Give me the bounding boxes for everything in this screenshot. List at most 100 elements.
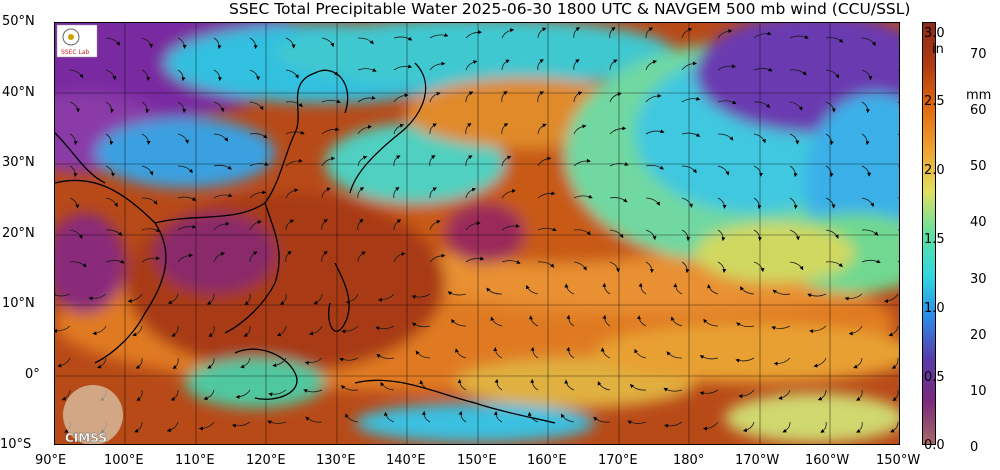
wind-arrow	[501, 188, 516, 199]
wind-arrow	[809, 325, 827, 334]
wind-arrow	[166, 421, 179, 432]
wind-arrow	[105, 229, 123, 237]
wind-arrow	[753, 133, 766, 144]
wind-arrow	[88, 293, 107, 301]
wind-arrow	[573, 229, 591, 236]
wind-arrow	[593, 416, 611, 423]
lon-label: 140°E	[386, 453, 426, 468]
wind-arrow	[127, 293, 143, 303]
wind-arrow	[421, 410, 431, 423]
wind-arrow	[789, 133, 800, 145]
wind-arrow	[249, 220, 262, 231]
lat-label: 10°S	[0, 437, 32, 452]
wind-arrow	[429, 155, 436, 167]
wind-arrow	[240, 357, 251, 369]
wind-arrow	[321, 37, 335, 48]
colorbar-in-tick: 0.5	[924, 370, 945, 385]
wind-arrow	[268, 389, 287, 397]
wind-arrow	[167, 293, 179, 305]
wind-arrow	[609, 261, 620, 273]
wind-arrow	[105, 37, 120, 46]
colorbar	[922, 22, 936, 445]
wind-arrow	[699, 355, 719, 360]
wind-arrow	[525, 284, 539, 295]
wind-arrow	[170, 389, 179, 401]
wind-arrow	[105, 259, 125, 264]
wind-arrow	[172, 357, 179, 369]
wind-arrow	[135, 357, 143, 369]
wind-arrow	[861, 197, 875, 208]
wind-arrow	[465, 123, 472, 135]
wind-arrow	[645, 27, 654, 39]
wind-arrow	[573, 194, 593, 199]
wind-arrow	[321, 99, 341, 103]
colorbar-in-tick: 2.0	[924, 163, 945, 178]
wind-arrow	[890, 421, 899, 433]
lon-label: 180°	[673, 453, 705, 468]
wind-arrow	[537, 27, 547, 39]
wind-arrow	[645, 197, 660, 206]
lon-label: 130°E	[316, 453, 356, 468]
lat-label: 10°N	[2, 296, 35, 311]
wind-arrow	[97, 357, 107, 369]
ssec-logo: SSEC Lab	[56, 24, 98, 58]
wind-arrow	[753, 165, 764, 177]
wind-arrow	[177, 165, 193, 174]
wind-arrow	[429, 33, 449, 39]
wind-arrow	[411, 293, 431, 299]
wind-arrow	[753, 261, 765, 273]
wind-arrow	[249, 133, 268, 139]
wind-arrow	[600, 347, 611, 359]
wind-arrow	[357, 95, 376, 103]
wind-arrow	[141, 256, 160, 263]
wind-arrow	[206, 293, 215, 305]
wind-arrow	[609, 92, 622, 103]
wind-arrow	[357, 68, 377, 72]
wind-arrow	[486, 287, 503, 295]
map-title: SSEC Total Precipitable Water 2025-06-30…	[229, 0, 911, 18]
wind-arrow	[666, 351, 683, 359]
wind-arrow	[782, 421, 791, 433]
wind-arrow	[789, 34, 809, 39]
wind-arrow	[537, 191, 556, 199]
wind-arrow	[465, 187, 477, 199]
wind-arrow	[609, 229, 624, 239]
wind-arrow	[213, 69, 223, 82]
wind-arrow	[573, 124, 587, 135]
wind-arrow	[279, 293, 287, 305]
wind-arrow	[419, 379, 431, 391]
wind-arrow	[141, 37, 153, 48]
wind-arrow	[673, 283, 683, 295]
wind-arrow	[213, 164, 232, 170]
wind-arrow	[231, 421, 251, 428]
wind-arrow	[699, 389, 719, 396]
colorbar-mm-tick: 60	[970, 103, 987, 118]
wind-arrow	[309, 325, 323, 336]
wind-arrow	[141, 101, 150, 114]
colorbar-in-tick: 2.5	[924, 94, 945, 109]
wind-arrow	[753, 31, 772, 39]
colorbar-unit-in: in	[932, 42, 944, 57]
lon-label: 160°W	[805, 453, 850, 468]
wind-arrow	[501, 123, 509, 135]
wind-arrow	[285, 101, 303, 108]
svg-text:CIMSS: CIMSS	[65, 431, 107, 445]
wind-arrow	[602, 314, 611, 327]
wind-arrow	[55, 325, 71, 334]
wind-arrow	[861, 69, 873, 81]
wind-arrow	[198, 421, 215, 431]
wind-arrow	[883, 293, 899, 304]
wind-arrow	[321, 69, 339, 76]
wind-arrow	[249, 190, 267, 199]
wind-arrow	[861, 229, 879, 236]
wind-arrow	[249, 69, 261, 81]
wind-arrow	[321, 187, 331, 199]
wind-arrow	[429, 187, 437, 199]
lon-label: 170°W	[735, 453, 780, 468]
wind-arrow	[393, 252, 406, 263]
wind-arrow	[105, 197, 118, 208]
wind-arrow	[272, 357, 287, 368]
wind-arrow	[681, 61, 697, 71]
wind-arrow	[105, 101, 115, 114]
wind-arrow	[717, 100, 737, 105]
